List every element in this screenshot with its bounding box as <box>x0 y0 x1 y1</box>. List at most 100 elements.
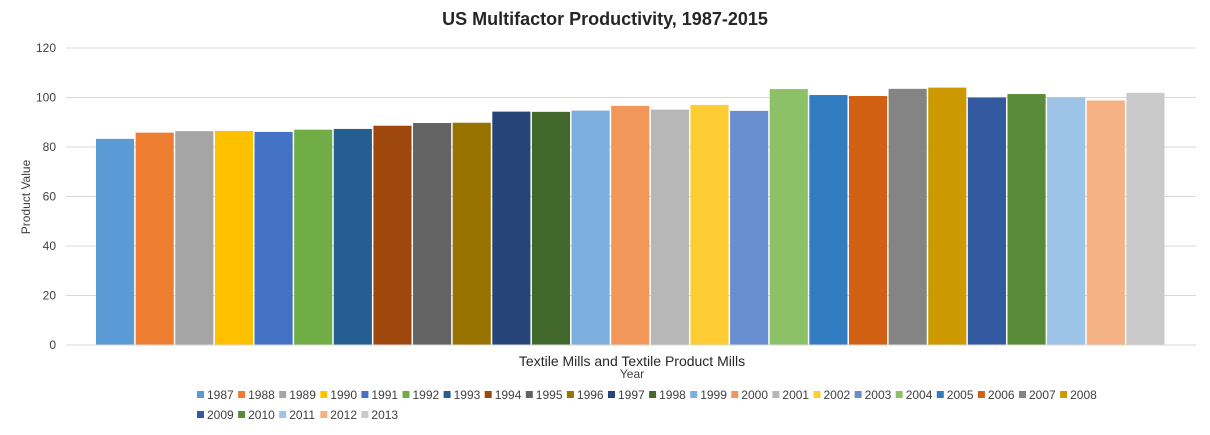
legend-swatch <box>977 391 985 398</box>
legend-swatch <box>238 411 246 418</box>
bar-2012 <box>1086 100 1125 345</box>
legend-item-2001: 2001 <box>772 388 809 402</box>
legend-label: 1995 <box>536 388 563 402</box>
legend-swatch <box>361 391 369 398</box>
legend-swatch <box>731 391 739 398</box>
bar-1990 <box>214 130 254 345</box>
legend-swatch <box>238 391 246 398</box>
bar-1987 <box>96 138 135 345</box>
legend-swatch <box>813 391 821 398</box>
legend: 1987 1988 1989 1990 1991 1992 1993 1994 1995 1996… <box>197 388 1097 422</box>
legend-label: 2004 <box>906 388 933 402</box>
legend-swatch <box>279 411 287 418</box>
bar-2008 <box>928 87 967 345</box>
y-axis-label: Product Value <box>19 159 33 234</box>
category-label: Textile Mills and Textile Product Mills <box>519 353 745 369</box>
bar-2002 <box>690 104 729 345</box>
y-tick-label: 0 <box>49 338 56 352</box>
legend-label: 2012 <box>330 408 357 422</box>
legend-label: 1987 <box>207 388 234 402</box>
legend-item-2006: 2006 <box>977 388 1015 402</box>
legend-item-1996: 1996 <box>566 388 604 402</box>
legend-item-2009: 2009 <box>197 408 234 422</box>
legend-swatch <box>484 391 492 398</box>
legend-label: 2000 <box>741 388 768 402</box>
legend-item-1988: 1988 <box>238 388 275 402</box>
legend-swatch <box>854 391 862 398</box>
legend-item-2004: 2004 <box>895 388 933 402</box>
legend-swatch <box>1060 391 1068 398</box>
legend-swatch <box>895 391 903 398</box>
legend-label: 2005 <box>947 388 974 402</box>
legend-swatch <box>690 391 698 398</box>
legend-label: 1994 <box>495 388 522 402</box>
legend-label: 1988 <box>248 388 275 402</box>
legend-item-1999: 1999 <box>690 388 727 402</box>
legend-item-2002: 2002 <box>813 388 851 402</box>
legend-label: 1991 <box>371 388 398 402</box>
legend-label: 1989 <box>289 388 316 402</box>
bar-2010 <box>1007 94 1046 345</box>
y-axis-ticks: 0 20 40 60 80 100 120 <box>36 41 56 352</box>
legend-item-1994: 1994 <box>484 388 522 402</box>
bars <box>96 87 1165 346</box>
bar-2001 <box>650 109 689 345</box>
chart-title: US Multifactor Productivity, 1987-2015 <box>442 9 768 29</box>
bar-2006 <box>848 96 888 345</box>
legend-label: 2008 <box>1070 388 1097 402</box>
legend-item-2003: 2003 <box>854 388 892 402</box>
legend-swatch <box>197 391 204 398</box>
y-tick-label: 40 <box>43 239 57 253</box>
legend-label: 1999 <box>700 388 727 402</box>
legend-item-2008: 2008 <box>1060 388 1097 402</box>
legend-swatch <box>279 391 287 398</box>
bar-2003 <box>730 110 769 346</box>
legend-label: 2013 <box>371 408 398 422</box>
legend-label: 2009 <box>207 408 234 422</box>
legend-swatch <box>608 391 615 398</box>
legend-item-1991: 1991 <box>361 388 398 402</box>
legend-item-2000: 2000 <box>731 388 768 402</box>
legend-item-2005: 2005 <box>936 388 974 402</box>
legend-swatch <box>402 391 410 398</box>
legend-item-2013: 2013 <box>361 408 398 422</box>
legend-swatch <box>525 391 533 398</box>
y-tick-label: 60 <box>43 190 57 204</box>
legend-swatch <box>566 391 574 398</box>
legend-swatch <box>772 391 780 398</box>
legend-label: 2006 <box>988 388 1015 402</box>
legend-label: 2007 <box>1029 388 1056 402</box>
legend-label: 2001 <box>782 388 809 402</box>
bar-2013 <box>1126 92 1165 345</box>
bar-1994 <box>373 125 412 345</box>
bar-2011 <box>1047 97 1086 345</box>
legend-label: 1990 <box>330 388 357 402</box>
legend-swatch <box>936 391 944 398</box>
bar-1993 <box>333 128 372 345</box>
legend-item-1997: 1997 <box>608 388 645 402</box>
legend-swatch <box>443 391 451 398</box>
legend-item-2010: 2010 <box>238 408 275 422</box>
bar-2004 <box>769 89 808 346</box>
legend-label: 1996 <box>577 388 604 402</box>
legend-swatch <box>320 391 328 398</box>
bar-1995 <box>413 122 452 346</box>
y-tick-label: 80 <box>43 140 57 154</box>
legend-item-1992: 1992 <box>402 388 440 402</box>
x-axis-label: Year <box>620 367 644 381</box>
bar-2005 <box>809 95 848 346</box>
bar-1988 <box>135 132 174 345</box>
bar-1997 <box>492 111 531 345</box>
legend-label: 1998 <box>659 388 686 402</box>
legend-swatch <box>197 411 204 418</box>
legend-item-2012: 2012 <box>320 408 357 422</box>
legend-label: 2002 <box>824 388 851 402</box>
bar-1992 <box>294 129 333 345</box>
legend-swatch <box>649 391 657 398</box>
legend-item-1987: 1987 <box>197 388 234 402</box>
legend-label: 1997 <box>618 388 645 402</box>
legend-label: 2011 <box>289 408 315 422</box>
legend-item-1989: 1989 <box>279 388 316 402</box>
